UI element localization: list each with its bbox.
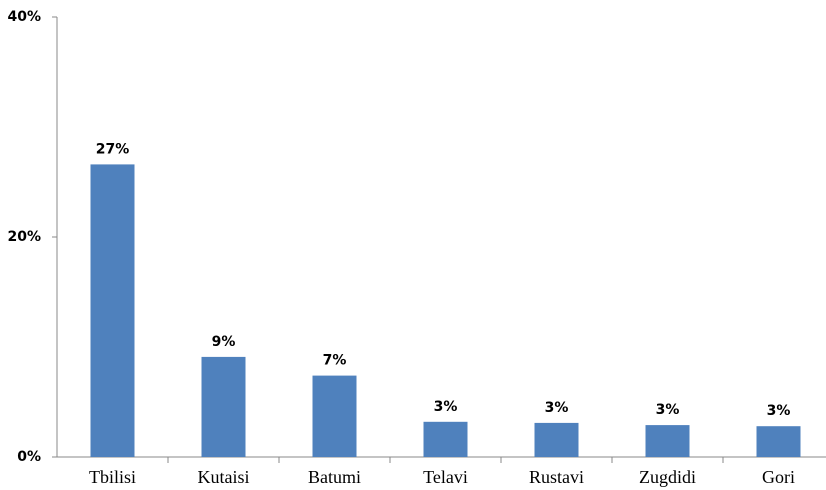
- value-label: 7%: [323, 353, 347, 369]
- value-label: 3%: [767, 403, 791, 419]
- x-tick-label: Rustavi: [529, 467, 584, 487]
- value-label: 3%: [545, 400, 569, 416]
- x-tick-label: Kutaisi: [198, 467, 250, 487]
- y-tick-label: 40%: [7, 9, 41, 25]
- value-label: 3%: [434, 399, 458, 415]
- x-tick-label: Telavi: [423, 467, 468, 487]
- x-tick-label: Gori: [762, 467, 795, 487]
- bar: [423, 421, 468, 457]
- y-tick-label: 0%: [17, 449, 41, 465]
- bar: [201, 356, 246, 457]
- value-label: 9%: [212, 334, 236, 350]
- x-tick-label: Batumi: [308, 467, 361, 487]
- bar: [534, 422, 579, 457]
- value-label: 27%: [96, 141, 130, 157]
- bar: [312, 375, 357, 457]
- y-tick-label: 20%: [7, 229, 41, 245]
- x-tick-label: Tbilisi: [89, 467, 136, 487]
- bar: [756, 426, 801, 457]
- bar: [645, 425, 690, 457]
- x-tick-label: Zugdidi: [639, 467, 696, 487]
- value-label: 3%: [656, 402, 680, 418]
- bar: [90, 164, 135, 457]
